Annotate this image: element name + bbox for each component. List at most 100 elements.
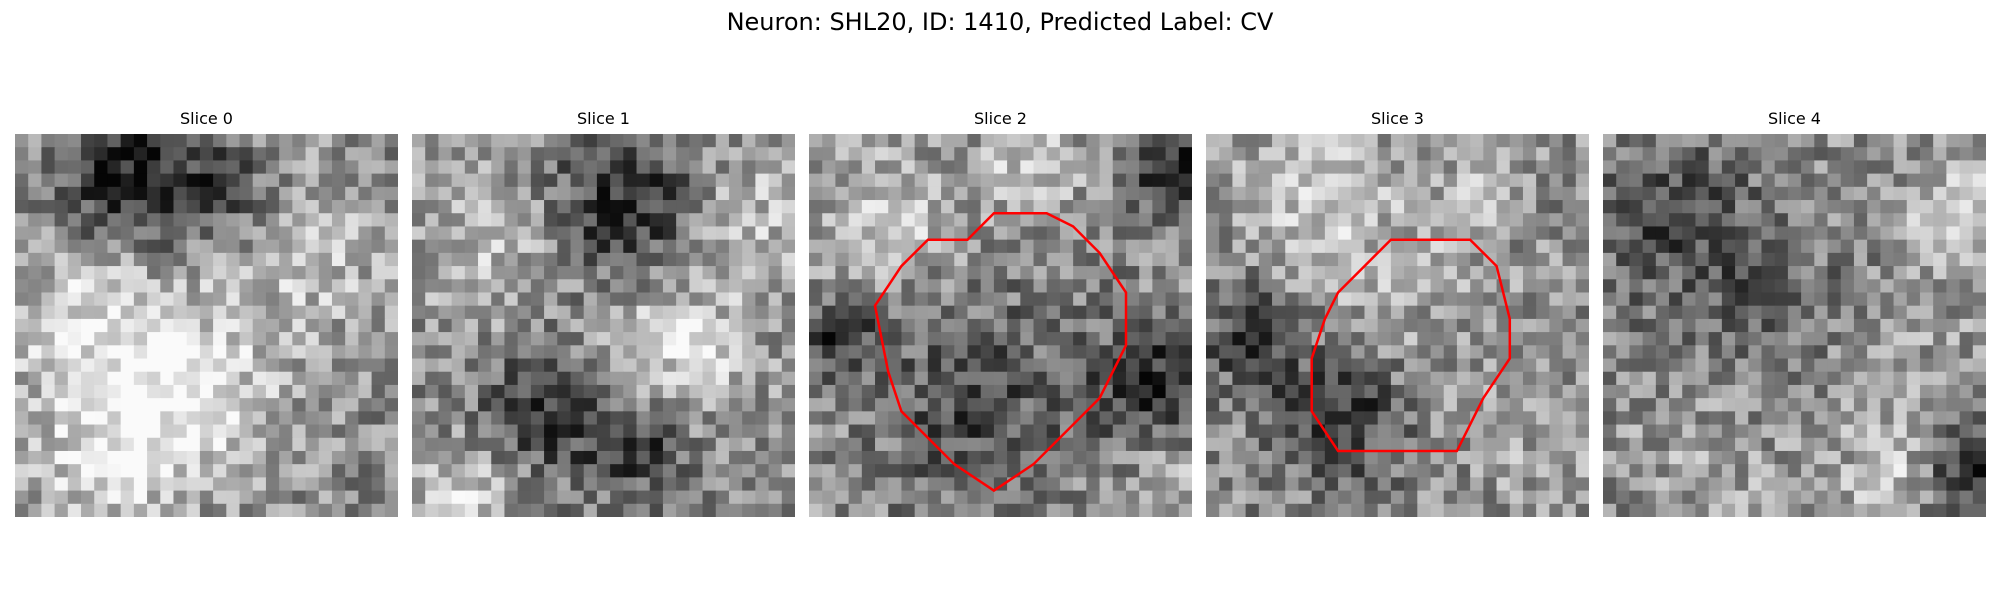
pixel bbox=[1206, 332, 1220, 346]
pixel bbox=[1219, 477, 1234, 492]
pixel bbox=[517, 305, 532, 320]
pixel bbox=[1682, 239, 1697, 254]
pixel bbox=[517, 490, 532, 505]
pixel bbox=[504, 371, 519, 386]
pixel bbox=[583, 490, 598, 505]
pixel bbox=[967, 437, 982, 452]
pixel bbox=[186, 279, 201, 294]
pixel bbox=[1575, 437, 1589, 452]
pixel bbox=[1629, 503, 1644, 517]
pixel bbox=[1073, 490, 1087, 505]
pixel bbox=[1099, 345, 1114, 360]
pixel bbox=[809, 213, 823, 228]
pixel bbox=[901, 384, 916, 399]
pixel bbox=[822, 371, 837, 386]
pixel bbox=[1232, 332, 1247, 346]
pixel bbox=[1946, 160, 1961, 175]
pixel bbox=[318, 160, 333, 175]
pixel bbox=[715, 345, 730, 360]
pixel bbox=[1430, 411, 1445, 426]
pixel bbox=[715, 239, 730, 254]
pixel bbox=[1099, 160, 1114, 175]
pixel bbox=[1298, 173, 1313, 188]
pixel bbox=[1509, 252, 1524, 267]
pixel bbox=[1430, 200, 1445, 214]
pixel bbox=[1562, 305, 1577, 320]
pixel bbox=[1377, 477, 1392, 492]
pixel bbox=[28, 239, 43, 254]
pixel bbox=[147, 239, 161, 254]
pixel bbox=[768, 384, 783, 399]
pixel bbox=[147, 345, 161, 360]
pixel bbox=[15, 147, 29, 162]
pixel bbox=[239, 411, 254, 426]
pixel bbox=[1178, 437, 1192, 452]
pixel bbox=[1139, 332, 1153, 346]
pixel bbox=[768, 173, 783, 188]
pixel bbox=[1721, 358, 1736, 373]
pixel bbox=[689, 173, 704, 188]
pixel bbox=[1456, 239, 1471, 254]
pixel bbox=[689, 226, 704, 241]
pixel bbox=[345, 134, 359, 148]
pixel bbox=[1139, 464, 1153, 478]
pixel bbox=[1404, 213, 1418, 228]
pixel bbox=[927, 503, 942, 517]
pixel bbox=[1522, 477, 1537, 492]
pixel bbox=[702, 371, 717, 386]
pixel bbox=[94, 134, 109, 148]
pixel bbox=[570, 266, 585, 280]
pixel bbox=[1655, 160, 1670, 175]
pixel bbox=[848, 173, 863, 188]
pixel bbox=[1669, 345, 1683, 360]
pixel bbox=[1562, 252, 1577, 267]
pixel bbox=[1020, 503, 1035, 517]
pixel bbox=[425, 424, 440, 439]
pixel bbox=[1695, 437, 1710, 452]
pixel bbox=[728, 186, 743, 201]
pixel bbox=[1020, 266, 1035, 280]
pixel bbox=[1616, 134, 1631, 148]
pixel bbox=[279, 134, 293, 148]
pixel bbox=[15, 292, 29, 307]
pixel bbox=[504, 226, 519, 241]
pixel bbox=[1178, 252, 1192, 267]
pixel bbox=[1522, 345, 1537, 360]
pixel bbox=[464, 411, 479, 426]
pixel bbox=[1735, 371, 1749, 386]
pixel bbox=[438, 371, 453, 386]
pixel bbox=[927, 279, 942, 294]
pixel bbox=[1152, 503, 1167, 517]
pixel bbox=[1814, 371, 1829, 386]
pixel bbox=[888, 147, 903, 162]
pixel bbox=[1840, 252, 1855, 267]
pixel bbox=[1338, 450, 1352, 465]
pixel bbox=[1351, 424, 1366, 439]
pixel bbox=[517, 464, 532, 478]
pixel bbox=[1456, 226, 1471, 241]
pixel bbox=[1708, 147, 1723, 162]
pixel bbox=[1059, 464, 1074, 478]
pixel bbox=[1139, 490, 1153, 505]
pixel bbox=[438, 200, 453, 214]
pixel bbox=[993, 398, 1008, 412]
pixel bbox=[1483, 292, 1498, 307]
pixel bbox=[1086, 252, 1101, 267]
pixel bbox=[318, 490, 333, 505]
pixel bbox=[1549, 345, 1564, 360]
pixel bbox=[1165, 358, 1180, 373]
pixel bbox=[1774, 345, 1789, 360]
pixel bbox=[1853, 160, 1868, 175]
pixel bbox=[1139, 226, 1153, 241]
pixel bbox=[1404, 266, 1418, 280]
pixel bbox=[464, 213, 479, 228]
pixel bbox=[980, 239, 995, 254]
pixel bbox=[331, 437, 346, 452]
pixel bbox=[1972, 464, 1986, 478]
pixel bbox=[967, 239, 982, 254]
pixel bbox=[901, 450, 916, 465]
pixel bbox=[1377, 384, 1392, 399]
pixel bbox=[1669, 213, 1683, 228]
pixel bbox=[954, 490, 969, 505]
pixel bbox=[358, 226, 373, 241]
